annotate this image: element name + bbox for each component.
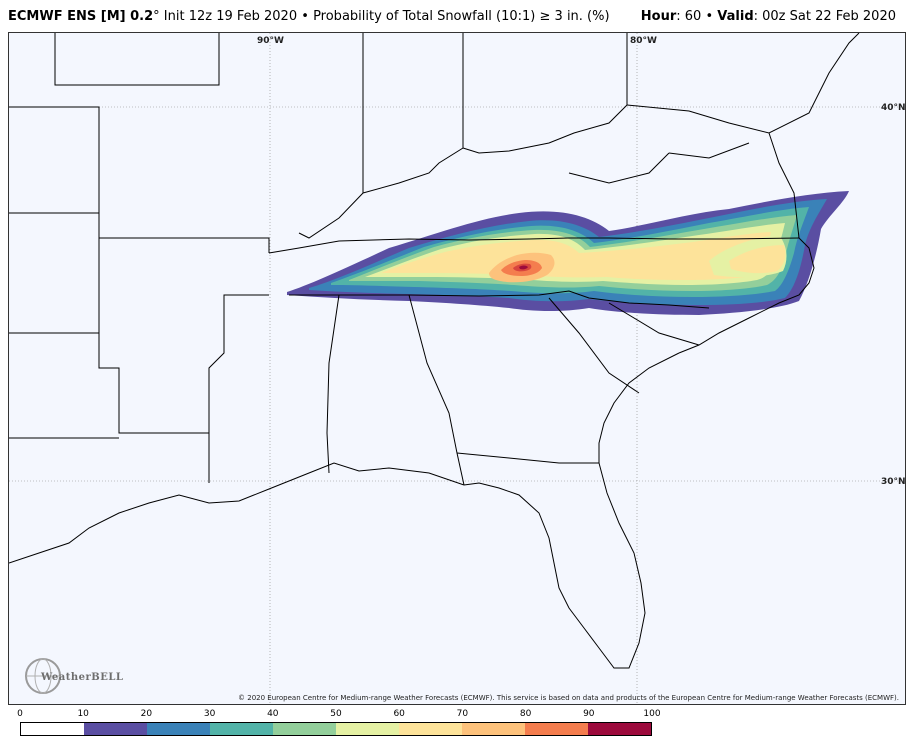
colorbar-segment (147, 723, 210, 735)
valid-value: : 00z Sat 22 Feb 2020 (753, 9, 896, 24)
snowfall-probability-field (287, 191, 849, 315)
colorbar-tick-label: 0 (17, 709, 23, 719)
hour-label: Hour (640, 9, 677, 24)
bullet-separator-2: • (705, 9, 714, 24)
colorbar-tick-label: 60 (393, 709, 405, 719)
colorbar-segment (462, 723, 525, 735)
lat-label-30n: 30°N (881, 477, 906, 487)
prob-60-contour-east (729, 245, 786, 274)
colorbar-tick-label: 20 (140, 709, 153, 719)
colorbar-tick-label: 40 (267, 709, 279, 719)
init-time: Init 12z 19 Feb 2020 (163, 9, 298, 24)
map-title: ECMWF ENS [M] 0.2° Init 12z 19 Feb 2020 … (8, 9, 610, 24)
map-canvas (9, 33, 905, 704)
model-name: ECMWF ENS [M] 0.2 (8, 9, 154, 24)
lon-label-90w: 90°W (257, 36, 284, 46)
valid-label: Valid (717, 9, 754, 24)
hour-value: : 60 (676, 9, 702, 24)
map-panel[interactable]: 90°W 80°W 40°N 30°N WeatherBELL © 2020 E… (8, 32, 906, 705)
colorbar-segment (336, 723, 399, 735)
colorbar-tick-label: 100 (643, 709, 661, 719)
globe-icon (25, 658, 61, 694)
colorbar-segment (588, 723, 651, 735)
colorbar-tick-label: 80 (519, 709, 532, 719)
valid-info: Hour: 60 • Valid: 00z Sat 22 Feb 2020 (641, 9, 896, 24)
colorbar-tick-label: 90 (583, 709, 595, 719)
colorbar-tick-label: 70 (456, 709, 469, 719)
bullet-separator: • (301, 9, 309, 24)
weatherbell-logo: WeatherBELL (21, 654, 131, 698)
prob-60-contour (381, 232, 771, 280)
state-boundaries (9, 33, 860, 669)
header: ECMWF ENS [M] 0.2° Init 12z 19 Feb 2020 … (0, 0, 914, 32)
colorbar-segment (273, 723, 336, 735)
colorbar-tick-label: 50 (330, 709, 342, 719)
graticule (9, 33, 905, 704)
colorbar-segment (210, 723, 273, 735)
colorbar-segment (84, 723, 147, 735)
colorbar-segment (399, 723, 462, 735)
logo-text: WeatherBELL (41, 672, 124, 683)
colorbar-segment (21, 723, 84, 735)
degree-symbol: ° (153, 9, 160, 24)
product-name: Probability of Total Snowfall (10:1) ≥ 3… (313, 9, 610, 24)
prob-100-contour (519, 265, 528, 270)
lon-label-80w: 80°W (630, 36, 657, 46)
lat-label-40n: 40°N (881, 103, 906, 113)
colorbar-ticks: 0 10 20 30 40 50 60 70 80 90 100 (17, 709, 660, 721)
copyright-notice: © 2020 European Centre for Medium-range … (238, 694, 899, 702)
colorbar-tick-label: 30 (203, 709, 216, 719)
colorbar (20, 722, 652, 736)
colorbar-tick-label: 10 (77, 709, 89, 719)
colorbar-segment (525, 723, 588, 735)
